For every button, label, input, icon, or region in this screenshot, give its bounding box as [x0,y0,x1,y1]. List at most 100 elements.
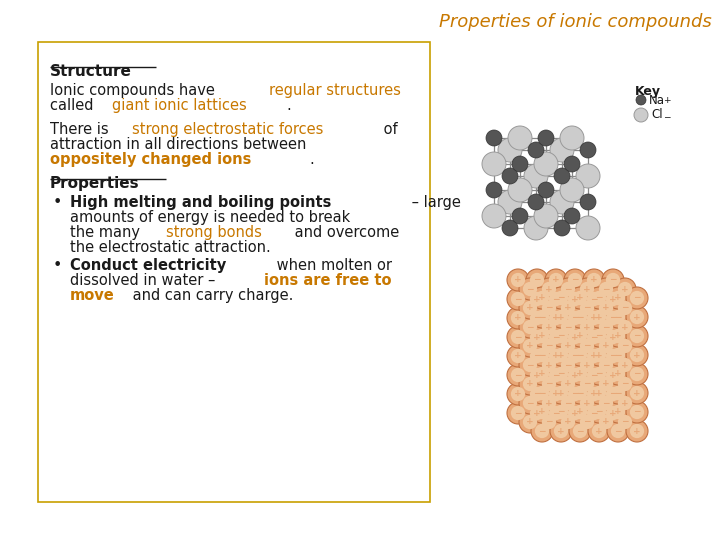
Circle shape [592,291,606,305]
Circle shape [554,367,568,381]
Circle shape [580,396,594,410]
FancyBboxPatch shape [38,42,430,502]
Circle shape [549,387,563,401]
Circle shape [528,194,544,210]
Text: −: − [514,333,522,341]
Circle shape [535,424,549,438]
Text: −: − [609,275,617,285]
Circle shape [554,386,568,400]
Circle shape [531,420,553,442]
Text: −: − [552,370,559,380]
Circle shape [550,190,574,214]
Circle shape [519,354,541,376]
Circle shape [531,325,553,347]
Circle shape [550,287,572,309]
Circle shape [614,316,636,338]
Circle shape [507,345,529,367]
Circle shape [568,311,582,325]
Text: .: . [286,98,291,113]
Text: −: − [534,389,541,399]
Circle shape [561,377,575,391]
Text: −: − [602,285,610,294]
Text: −: − [595,408,603,416]
Circle shape [573,348,587,362]
Circle shape [592,348,606,362]
Text: +: + [538,332,546,341]
Text: −: − [539,388,546,397]
Text: +: + [534,370,541,380]
Circle shape [576,297,598,319]
Circle shape [602,326,624,348]
Circle shape [606,406,620,420]
Circle shape [588,420,610,442]
Circle shape [580,415,594,429]
Text: +: + [534,333,541,341]
Circle shape [554,405,568,419]
Text: +: + [557,350,564,360]
Text: −: − [634,408,641,416]
Circle shape [550,382,572,404]
Circle shape [573,291,587,305]
Text: −: − [534,352,541,361]
Circle shape [564,156,580,172]
Circle shape [599,396,613,410]
Circle shape [507,364,529,386]
Circle shape [634,108,648,122]
Circle shape [626,325,648,347]
Text: +: + [545,285,553,294]
Circle shape [599,358,613,372]
Text: −: − [534,314,541,322]
Circle shape [607,344,629,366]
Circle shape [614,354,636,376]
Circle shape [545,288,567,310]
Circle shape [564,345,586,367]
Circle shape [630,405,644,419]
Text: −: − [576,350,584,360]
Text: +: + [514,275,522,285]
Circle shape [611,386,625,400]
Circle shape [554,291,568,305]
Circle shape [498,190,522,214]
Text: Structure: Structure [50,64,132,79]
Text: ions are free to: ions are free to [264,273,391,288]
Circle shape [557,373,579,395]
Text: +: + [545,322,553,332]
Text: −: − [614,427,622,435]
Circle shape [588,401,610,423]
Circle shape [587,273,601,287]
Circle shape [557,392,579,414]
Circle shape [531,401,553,423]
Circle shape [507,269,529,291]
Circle shape [576,164,600,188]
Text: +: + [609,294,617,303]
Text: +: + [595,427,603,435]
Circle shape [618,282,632,296]
Circle shape [535,405,549,419]
Circle shape [482,152,506,176]
Circle shape [595,297,617,319]
Circle shape [587,330,601,344]
Circle shape [549,330,563,344]
Text: the electrostatic attraction.: the electrostatic attraction. [70,240,271,255]
Circle shape [550,306,572,328]
Text: −: − [545,417,553,427]
Circle shape [502,168,518,184]
Circle shape [524,164,548,188]
Circle shape [583,402,605,424]
Circle shape [512,208,528,224]
Circle shape [535,386,549,400]
Circle shape [592,386,606,400]
Circle shape [588,344,610,366]
Circle shape [554,310,568,324]
Text: −: − [564,285,572,294]
Circle shape [569,382,591,404]
Circle shape [588,287,610,309]
Text: +: + [526,303,534,313]
Circle shape [530,330,544,344]
Circle shape [592,367,606,381]
Text: +: + [633,427,641,435]
Circle shape [534,204,558,228]
Circle shape [549,406,563,420]
Text: +: + [609,333,617,341]
Circle shape [569,287,591,309]
